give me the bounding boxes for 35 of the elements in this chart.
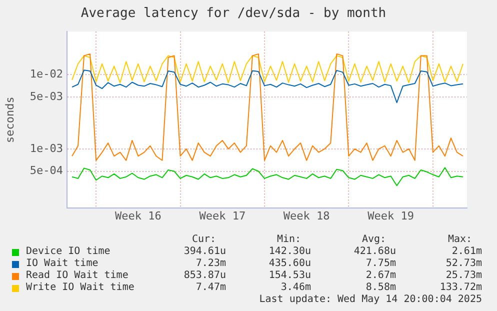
text: Min: bbox=[277, 234, 302, 246]
legend-label: IO Wait time bbox=[26, 258, 98, 270]
text: 133.72m bbox=[440, 282, 482, 294]
text: 2.67m bbox=[366, 270, 396, 282]
y-tick-label: 5e-03 bbox=[30, 90, 63, 103]
text: 154.53u bbox=[268, 270, 311, 282]
text: 142.30u bbox=[268, 246, 311, 258]
text: 7.47m bbox=[196, 282, 226, 294]
text: Last update: Wed May 14 20:00:04 2025 bbox=[259, 294, 482, 306]
legend-label: Write IO Wait time bbox=[26, 282, 134, 294]
text: 394.61u bbox=[184, 246, 226, 258]
x-tick-label: Week 18 bbox=[283, 209, 330, 222]
text: 3.46m bbox=[280, 282, 311, 294]
text: 2.61m bbox=[452, 246, 482, 258]
text: Max: bbox=[448, 234, 472, 246]
text: 8.58m bbox=[366, 282, 396, 294]
x-tick-label: Week 19 bbox=[368, 209, 414, 222]
legend-label: Read IO Wait time bbox=[26, 270, 128, 282]
y-tick-label: 1e-02 bbox=[30, 68, 63, 81]
text: 7.23m bbox=[196, 258, 226, 270]
text: 52.73m bbox=[446, 258, 482, 270]
text: 7.75m bbox=[366, 258, 396, 270]
text: Avg: bbox=[362, 234, 386, 246]
x-tick-label: Week 16 bbox=[115, 209, 162, 222]
chart-title: Average latency for /dev/sda - by month bbox=[80, 6, 386, 22]
y-axis-title: seconds bbox=[3, 96, 16, 143]
y-tick-label: 5e-04 bbox=[30, 164, 64, 178]
text: 853.87u bbox=[184, 270, 226, 282]
text: 25.73m bbox=[446, 270, 482, 282]
text: Cur: bbox=[192, 234, 216, 246]
y-tick-label: 1e-03 bbox=[30, 142, 63, 155]
legend-label: Device IO time bbox=[26, 246, 110, 258]
text: 435.60u bbox=[268, 258, 311, 270]
text: 421.68u bbox=[354, 246, 396, 258]
x-tick-label: Week 17 bbox=[199, 209, 246, 222]
